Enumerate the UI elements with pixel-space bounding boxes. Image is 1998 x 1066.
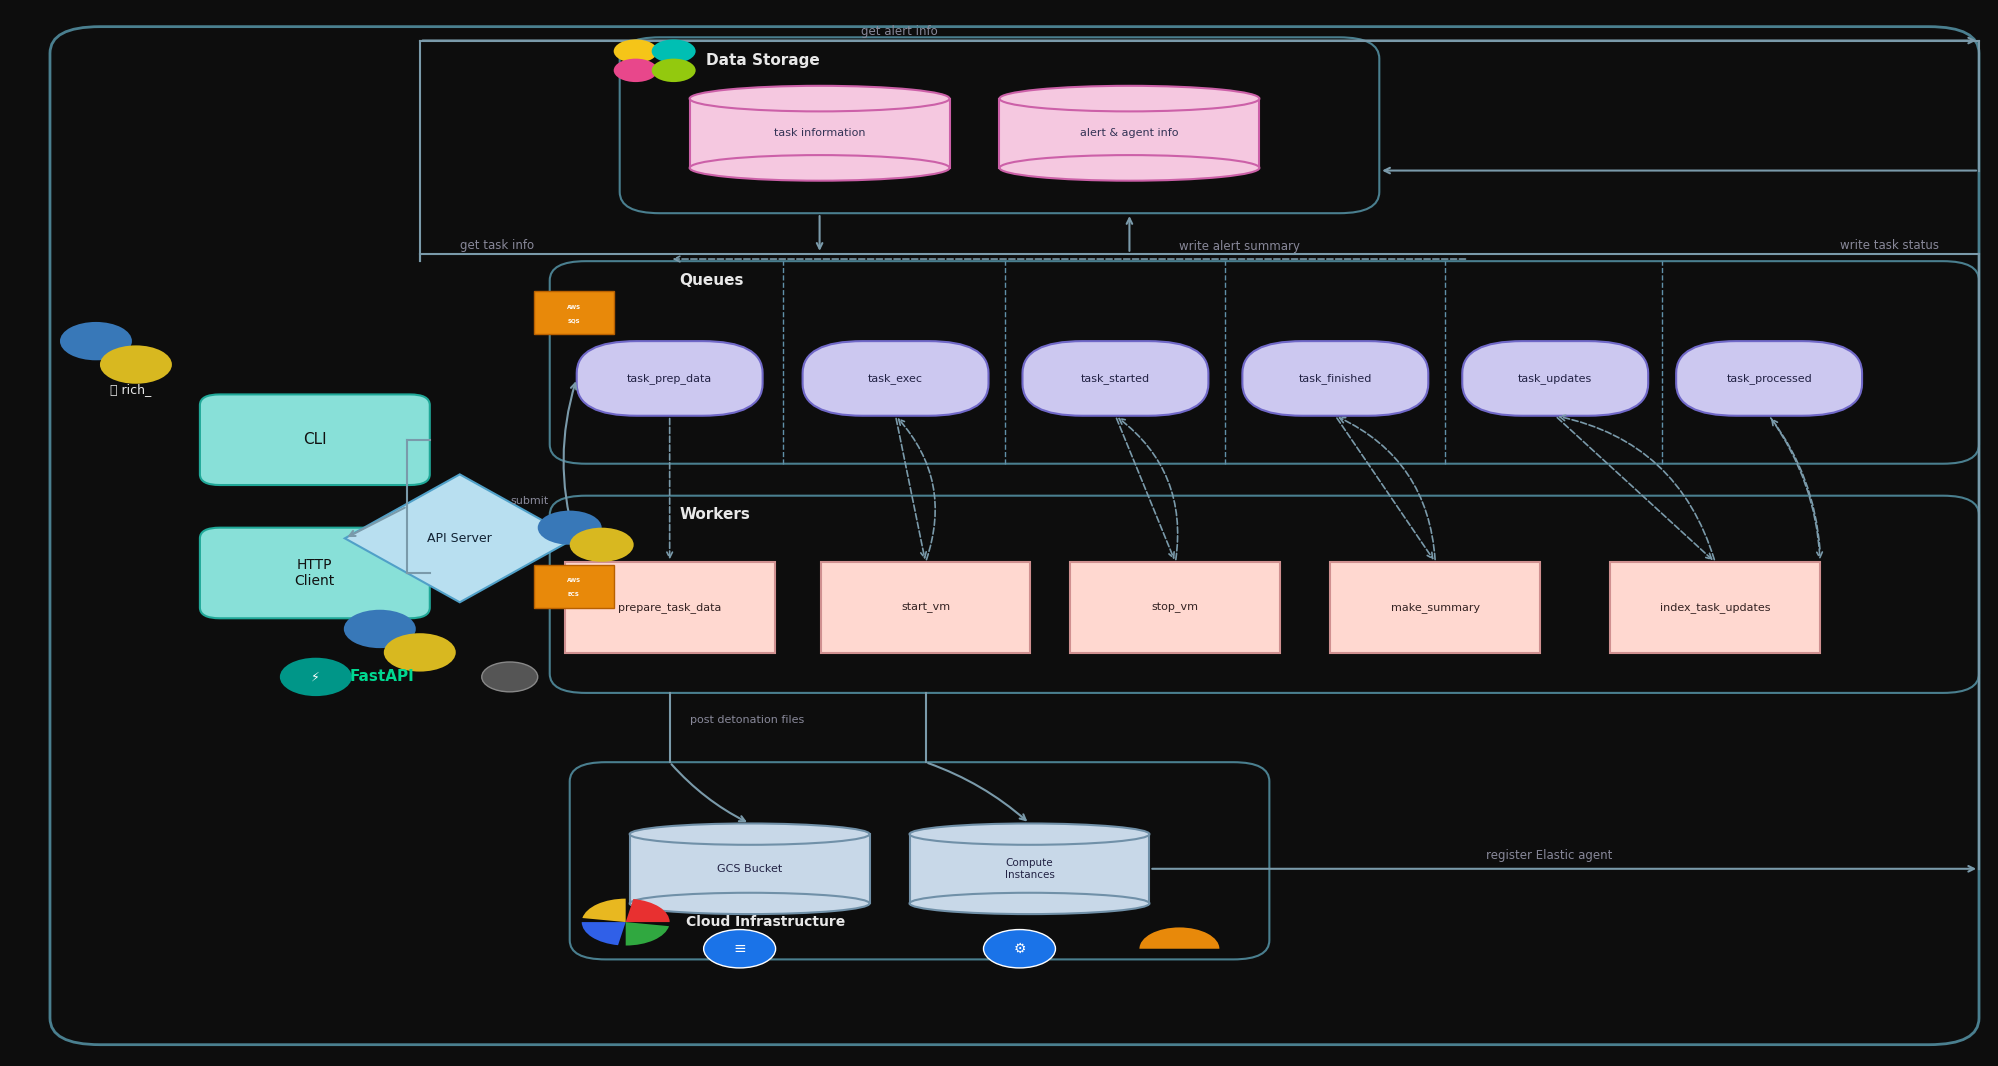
Text: make_summary: make_summary: [1391, 602, 1479, 613]
Text: write task status: write task status: [1838, 239, 1938, 252]
Ellipse shape: [999, 155, 1259, 180]
Text: Compute
Instances: Compute Instances: [1005, 858, 1053, 879]
Circle shape: [537, 511, 601, 545]
FancyBboxPatch shape: [1674, 341, 1862, 416]
FancyBboxPatch shape: [1608, 563, 1818, 652]
Circle shape: [651, 39, 695, 63]
Text: Workers: Workers: [679, 507, 749, 522]
Polygon shape: [344, 474, 575, 602]
Text: task_started: task_started: [1081, 373, 1149, 384]
FancyBboxPatch shape: [533, 565, 613, 608]
FancyBboxPatch shape: [575, 341, 763, 416]
Text: API Server: API Server: [428, 532, 492, 545]
Circle shape: [613, 59, 657, 82]
Text: AWS: AWS: [565, 305, 581, 309]
Wedge shape: [1139, 927, 1219, 949]
Ellipse shape: [629, 823, 869, 844]
Text: SQS: SQS: [567, 319, 579, 323]
Circle shape: [569, 528, 633, 562]
Wedge shape: [581, 899, 625, 922]
FancyBboxPatch shape: [1461, 341, 1646, 416]
Text: get task info: get task info: [460, 239, 533, 252]
Wedge shape: [625, 922, 669, 946]
FancyBboxPatch shape: [200, 394, 430, 485]
Ellipse shape: [909, 823, 1149, 844]
Wedge shape: [625, 899, 669, 922]
FancyBboxPatch shape: [821, 563, 1031, 652]
Circle shape: [613, 39, 657, 63]
Circle shape: [482, 662, 537, 692]
Text: get alert info: get alert info: [861, 26, 937, 38]
Text: Cloud Infrastructure: Cloud Infrastructure: [685, 915, 845, 930]
Circle shape: [100, 345, 172, 384]
Text: AWS: AWS: [565, 579, 581, 583]
Bar: [909, 834, 1149, 904]
Text: alert & agent info: alert & agent info: [1079, 128, 1179, 139]
Circle shape: [280, 658, 352, 696]
Circle shape: [703, 930, 775, 968]
Ellipse shape: [689, 86, 949, 112]
Ellipse shape: [909, 893, 1149, 915]
Text: task_exec: task_exec: [867, 373, 923, 384]
Text: CLI: CLI: [304, 432, 326, 448]
Text: start_vm: start_vm: [901, 602, 949, 613]
Text: task_processed: task_processed: [1726, 373, 1810, 384]
Text: ⚡: ⚡: [312, 671, 320, 683]
Text: submit: submit: [509, 496, 549, 506]
Text: ≡: ≡: [733, 941, 745, 956]
FancyBboxPatch shape: [1241, 341, 1427, 416]
Text: register Elastic agent: register Elastic agent: [1485, 850, 1612, 862]
FancyBboxPatch shape: [200, 528, 430, 618]
Circle shape: [60, 322, 132, 360]
Ellipse shape: [999, 86, 1259, 112]
Circle shape: [983, 930, 1055, 968]
Ellipse shape: [629, 893, 869, 915]
Text: index_task_updates: index_task_updates: [1658, 602, 1770, 613]
Bar: [999, 99, 1259, 167]
Wedge shape: [581, 922, 625, 946]
Text: stop_vm: stop_vm: [1151, 602, 1199, 613]
Text: post detonation files: post detonation files: [689, 714, 803, 725]
Text: Queues: Queues: [679, 273, 743, 288]
FancyBboxPatch shape: [1071, 563, 1279, 652]
Circle shape: [344, 610, 416, 648]
Text: write alert summary: write alert summary: [1179, 240, 1299, 253]
FancyBboxPatch shape: [533, 291, 613, 334]
Bar: [689, 99, 949, 167]
Text: HTTP
Client: HTTP Client: [294, 558, 336, 588]
FancyBboxPatch shape: [565, 563, 773, 652]
Text: ECS: ECS: [567, 593, 579, 597]
Text: 🐻 rich_: 🐻 rich_: [110, 383, 152, 395]
Text: FastAPI: FastAPI: [350, 669, 414, 684]
Circle shape: [651, 59, 695, 82]
Circle shape: [384, 633, 456, 672]
Bar: [629, 834, 869, 904]
Text: ⚙: ⚙: [1013, 941, 1025, 956]
FancyBboxPatch shape: [1331, 563, 1538, 652]
Text: Data Storage: Data Storage: [705, 53, 819, 68]
Text: GCS Bucket: GCS Bucket: [717, 863, 781, 874]
FancyBboxPatch shape: [1023, 341, 1207, 416]
Text: task_prep_data: task_prep_data: [627, 373, 711, 384]
FancyBboxPatch shape: [801, 341, 987, 416]
Ellipse shape: [689, 155, 949, 180]
Text: task_updates: task_updates: [1516, 373, 1592, 384]
Text: task_finished: task_finished: [1299, 373, 1371, 384]
Text: prepare_task_data: prepare_task_data: [617, 602, 721, 613]
Text: task information: task information: [773, 128, 865, 139]
